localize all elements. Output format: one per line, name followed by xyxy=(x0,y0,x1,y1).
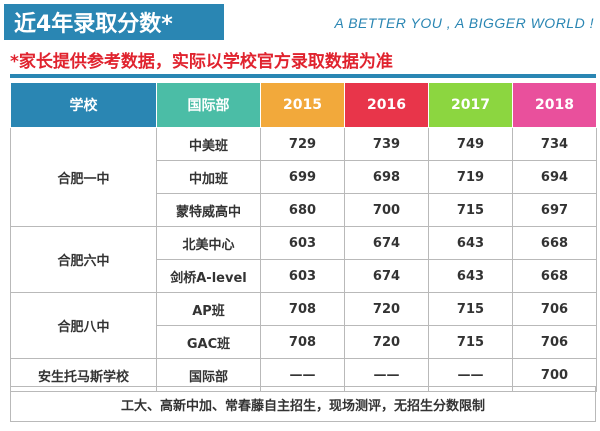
school-name-cell: 合肥六中 xyxy=(10,226,157,293)
score-cell: 697 xyxy=(512,193,597,227)
score-cell: 715 xyxy=(428,193,513,227)
program-cell: 北美中心 xyxy=(156,226,261,260)
score-cell: 749 xyxy=(428,127,513,161)
score-cell: 694 xyxy=(512,160,597,194)
score-cell: 734 xyxy=(512,127,597,161)
score-cell: 708 xyxy=(260,292,345,326)
table-row: 合肥一中 中美班 729 739 749 734 xyxy=(10,127,597,227)
school-name-cell: 合肥八中 xyxy=(10,292,157,359)
program-cell: 剑桥A-level xyxy=(156,259,261,293)
slogan: A BETTER YOU , A BIGGER WORLD ! xyxy=(334,15,594,31)
score-cell: 729 xyxy=(260,127,345,161)
program-cell: AP班 xyxy=(156,292,261,326)
header-school: 学校 xyxy=(10,82,157,128)
header-year: 2018 xyxy=(512,82,597,128)
table-header-row: 学校 国际部 2015 2016 2017 2018 xyxy=(10,82,597,128)
score-cell: 720 xyxy=(344,292,429,326)
admission-score-table: 学校 国际部 2015 2016 2017 2018 合肥一中 中美班 729 739… xyxy=(10,82,597,392)
table-footnote: 工大、高新中加、常春藤自主招生，现场测评，无招生分数限制 xyxy=(10,386,596,422)
table-row: 剑桥A-level 603 674 643 668 xyxy=(11,259,597,293)
score-cell: 603 xyxy=(260,259,345,293)
score-cell: 668 xyxy=(512,226,597,260)
page-title: 近4年录取分数* xyxy=(4,4,224,40)
score-cell: 719 xyxy=(428,160,513,194)
score-cell: 674 xyxy=(344,226,429,260)
header-year: 2017 xyxy=(428,82,513,128)
table-body: 合肥一中 中美班 729 739 749 734 中加班 699 698 719 694 蒙特威高中 6… xyxy=(10,127,597,392)
table-row: 合肥八中 AP班 708 720 715 706 xyxy=(10,292,597,359)
score-cell: 715 xyxy=(428,292,513,326)
header-year: 2016 xyxy=(344,82,429,128)
table-row: GAC班 708 720 715 706 xyxy=(11,325,597,359)
score-cell: 698 xyxy=(344,160,429,194)
program-cell: GAC班 xyxy=(156,325,261,359)
score-cell: 643 xyxy=(428,259,513,293)
score-cell: 674 xyxy=(344,259,429,293)
score-cell: 715 xyxy=(428,325,513,359)
score-cell: 739 xyxy=(344,127,429,161)
score-cell: 603 xyxy=(260,226,345,260)
program-cell: 中美班 xyxy=(156,127,261,161)
header-program: 国际部 xyxy=(156,82,261,128)
score-cell: 680 xyxy=(260,193,345,227)
score-cell: 708 xyxy=(260,325,345,359)
score-cell: 706 xyxy=(512,292,597,326)
score-cell: 720 xyxy=(344,325,429,359)
program-cell: 蒙特威高中 xyxy=(156,193,261,227)
table-row: 中加班 699 698 719 694 xyxy=(11,160,597,194)
header-year: 2015 xyxy=(260,82,345,128)
school-name-cell: 合肥一中 xyxy=(10,127,157,227)
score-cell: 700 xyxy=(344,193,429,227)
table-row: 蒙特威高中 680 700 715 697 xyxy=(11,193,597,227)
divider xyxy=(10,74,596,78)
score-cell: 706 xyxy=(512,325,597,359)
score-cell: 668 xyxy=(512,259,597,293)
table-row: 合肥六中 北美中心 603 674 643 668 xyxy=(10,226,597,293)
disclaimer-note: *家长提供参考数据，实际以学校官方录取数据为准 xyxy=(10,51,393,72)
score-cell: 643 xyxy=(428,226,513,260)
score-cell: 699 xyxy=(260,160,345,194)
program-cell: 中加班 xyxy=(156,160,261,194)
